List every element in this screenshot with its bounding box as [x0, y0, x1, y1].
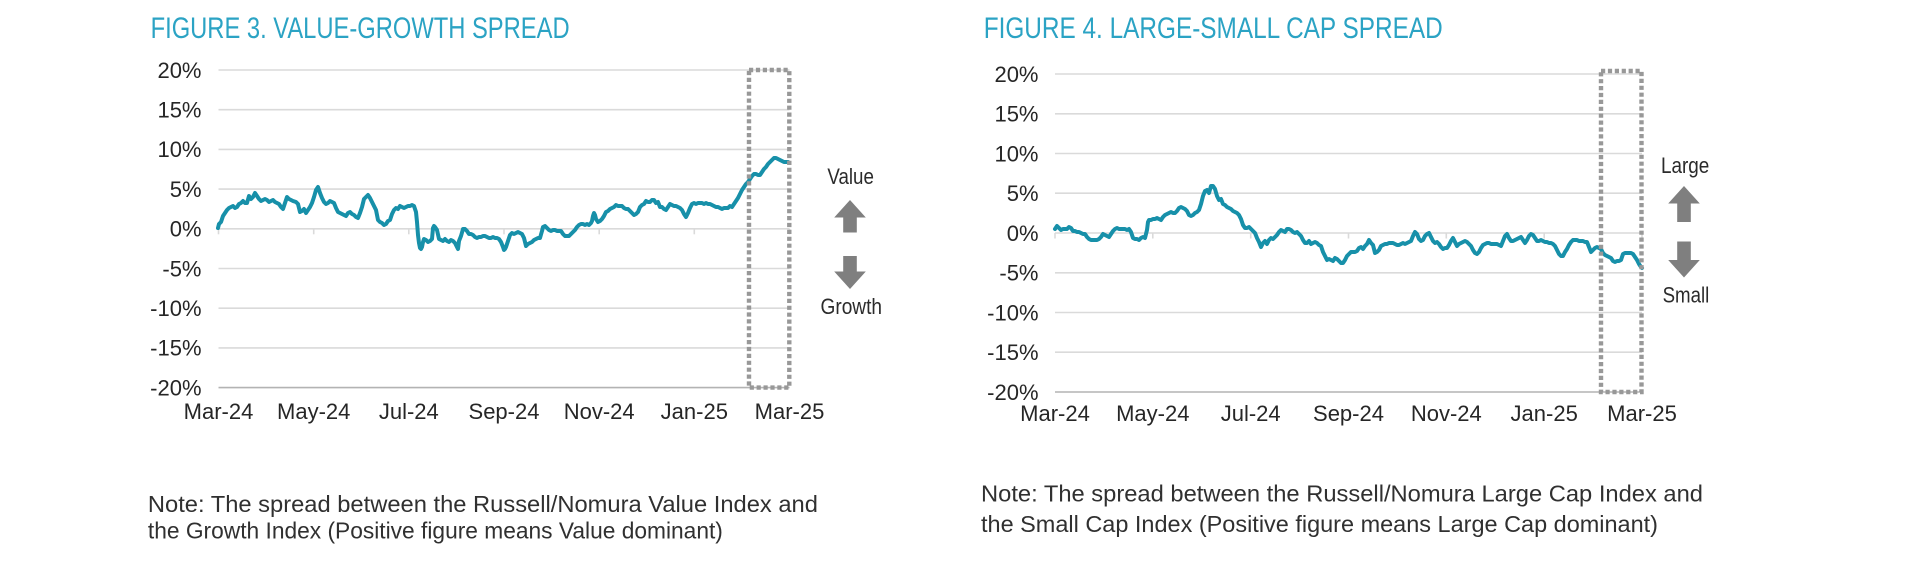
svg-text:-15%: -15%: [987, 340, 1038, 365]
svg-text:0%: 0%: [170, 217, 202, 242]
svg-text:Sep-24: Sep-24: [1313, 401, 1384, 426]
svg-text:May-24: May-24: [1116, 401, 1189, 426]
svg-text:Jul-24: Jul-24: [1221, 401, 1281, 426]
svg-text:10%: 10%: [157, 137, 201, 162]
svg-text:Jul-24: Jul-24: [379, 399, 439, 424]
svg-text:10%: 10%: [994, 141, 1038, 166]
svg-text:-10%: -10%: [987, 300, 1038, 325]
svg-text:May-24: May-24: [277, 399, 350, 424]
svg-text:-5%: -5%: [999, 261, 1038, 286]
svg-text:Mar-25: Mar-25: [1607, 401, 1677, 426]
svg-text:Note: The spread between the R: Note: The spread between the Russell/Nom…: [148, 491, 818, 517]
svg-text:5%: 5%: [170, 177, 202, 202]
svg-text:Growth: Growth: [821, 294, 883, 319]
svg-text:Note: The spread between the R: Note: The spread between the Russell/Nom…: [981, 481, 1703, 507]
svg-text:Large: Large: [1661, 153, 1709, 178]
svg-text:-20%: -20%: [987, 380, 1038, 405]
svg-text:Mar-25: Mar-25: [755, 399, 825, 424]
svg-text:FIGURE 4. LARGE-SMALL CAP SPRE: FIGURE 4. LARGE-SMALL CAP SPREAD: [984, 12, 1443, 45]
svg-text:Small: Small: [1663, 283, 1710, 308]
svg-text:-10%: -10%: [150, 296, 201, 321]
svg-text:the Small Cap Index (Positive: the Small Cap Index (Positive figure mea…: [981, 511, 1658, 537]
svg-text:0%: 0%: [1007, 221, 1039, 246]
svg-text:Mar-24: Mar-24: [184, 399, 254, 424]
svg-text:-15%: -15%: [150, 336, 201, 361]
svg-text:-20%: -20%: [150, 375, 201, 400]
svg-text:Nov-24: Nov-24: [564, 399, 635, 424]
svg-text:20%: 20%: [157, 58, 201, 83]
svg-text:5%: 5%: [1007, 181, 1039, 206]
svg-text:the Growth Index (Positive fig: the Growth Index (Positive figure means …: [148, 518, 723, 544]
svg-text:Mar-24: Mar-24: [1020, 401, 1090, 426]
svg-text:Nov-24: Nov-24: [1411, 401, 1482, 426]
svg-text:20%: 20%: [994, 62, 1038, 87]
svg-text:-5%: -5%: [162, 256, 201, 281]
svg-text:Jan-25: Jan-25: [1511, 401, 1578, 426]
svg-text:Value: Value: [827, 164, 874, 189]
svg-text:FIGURE 3. VALUE-GROWTH SPREAD: FIGURE 3. VALUE-GROWTH SPREAD: [151, 12, 570, 45]
svg-text:Jan-25: Jan-25: [661, 399, 728, 424]
svg-text:15%: 15%: [994, 102, 1038, 127]
svg-text:Sep-24: Sep-24: [469, 399, 540, 424]
svg-text:15%: 15%: [157, 98, 201, 123]
